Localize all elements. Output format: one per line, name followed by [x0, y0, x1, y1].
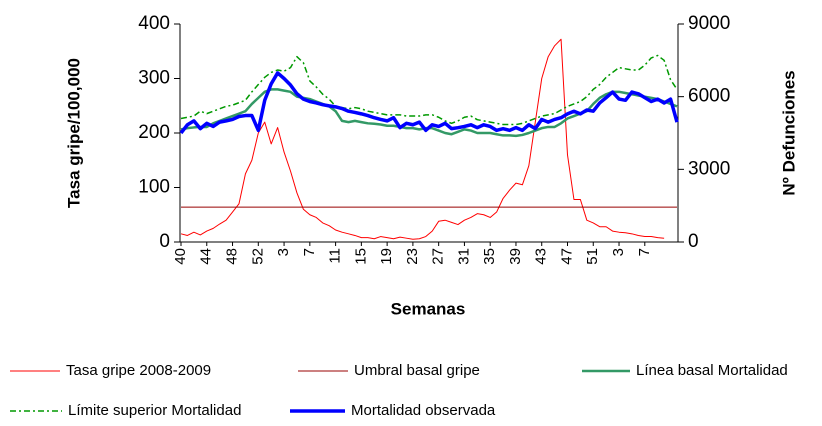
legend-label: Límite superior Mortalidad [68, 402, 241, 419]
x-tick-label: 43 [533, 248, 550, 265]
x-tick-label: 7 [636, 248, 653, 256]
x-tick-label: 15 [352, 248, 369, 265]
x-tick-label: 40 [172, 248, 189, 265]
y2-tick-label: 3000 [688, 158, 730, 179]
x-tick-label: 47 [558, 248, 575, 265]
series-line [179, 71, 679, 135]
series-line [180, 54, 678, 126]
y-axis-title: Tasa gripe/100,000 [64, 58, 83, 208]
x-tick-label: 27 [430, 248, 447, 265]
x-tick-label: 31 [455, 248, 472, 265]
x-tick-label: 44 [198, 248, 215, 265]
x-tick-label: 48 [224, 248, 241, 265]
x-tick-label: 11 [327, 248, 344, 264]
x-tick-label: 51 [584, 248, 601, 265]
series-line [180, 38, 665, 240]
y-tick-label: 0 [159, 231, 170, 252]
y-tick-label: 100 [138, 177, 170, 198]
x-tick-label: 52 [249, 248, 266, 265]
x-tick-label: 3 [275, 248, 292, 256]
legend-label: Línea basal Mortalidad [636, 362, 788, 379]
x-tick-label: 7 [301, 248, 318, 256]
legend-label: Mortalidad observada [351, 402, 496, 419]
x-tick-label: 35 [481, 248, 498, 265]
y2-tick-label: 6000 [688, 86, 730, 107]
y2-axis-title: Nº Defunciones [779, 70, 798, 195]
y-tick-label: 400 [138, 13, 170, 34]
y2-tick-label: 9000 [688, 13, 730, 34]
y-tick-label: 300 [138, 68, 170, 89]
x-tick-label: 19 [378, 248, 395, 265]
y2-tick-label: 0 [688, 231, 699, 252]
y-tick-label: 200 [138, 122, 170, 143]
legend-label: Umbral basal gripe [354, 362, 480, 379]
legend-label: Tasa gripe 2008-2009 [66, 362, 211, 379]
x-tick-label: 3 [610, 248, 627, 256]
x-axis-title: Semanas [391, 299, 466, 318]
x-tick-label: 39 [507, 248, 524, 265]
x-tick-label: 23 [404, 248, 421, 265]
